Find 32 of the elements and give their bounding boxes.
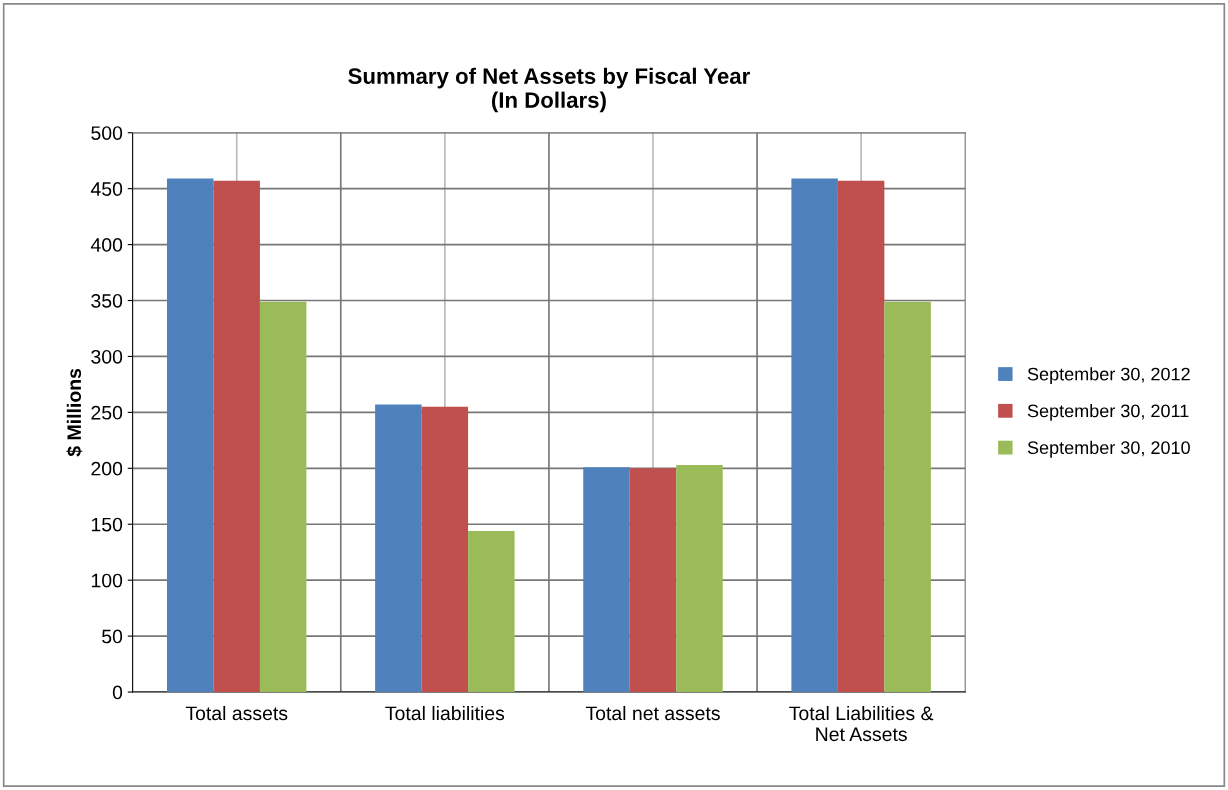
y-tick-label: 350: [91, 293, 123, 308]
legend-label: September 30, 2011: [1027, 404, 1189, 421]
legend-label: September 30, 2012: [1027, 367, 1190, 385]
x-tick-label: Total liabilities: [385, 705, 505, 721]
bar: [375, 404, 422, 693]
bar: [884, 301, 931, 693]
bar: [259, 301, 307, 693]
y-tick-label: 450: [90, 182, 123, 196]
y-tick-label: 400: [90, 238, 123, 252]
y-tick-label: 100: [91, 573, 123, 588]
bar: [837, 180, 885, 693]
bar: [468, 530, 515, 693]
bar: [583, 467, 630, 693]
x-tick-label: Total Liabilities & Net Assets: [789, 705, 934, 742]
bar: [629, 468, 677, 693]
y-tick-label: 200: [91, 461, 123, 476]
y-tick-label: 250: [91, 405, 123, 420]
x-tick-label: Total assets: [185, 705, 288, 721]
bar: [166, 178, 214, 693]
x-tick-label: Total net assets: [585, 705, 720, 721]
y-tick-label: 0: [112, 685, 123, 700]
bar: [676, 464, 723, 693]
legend-label: September 30, 2010: [1027, 440, 1190, 458]
y-tick-label: 300: [91, 349, 123, 364]
bar: [213, 180, 260, 693]
bar: [421, 406, 469, 693]
bar: [791, 178, 838, 693]
chart-title: Summary of Net Assets by Fiscal Year (In Dollars): [348, 67, 750, 113]
y-tick-label: 500: [91, 126, 123, 140]
y-axis-title: $ Millions: [66, 368, 83, 457]
y-tick-label: 150: [91, 517, 123, 532]
y-tick-label: 50: [102, 629, 123, 644]
